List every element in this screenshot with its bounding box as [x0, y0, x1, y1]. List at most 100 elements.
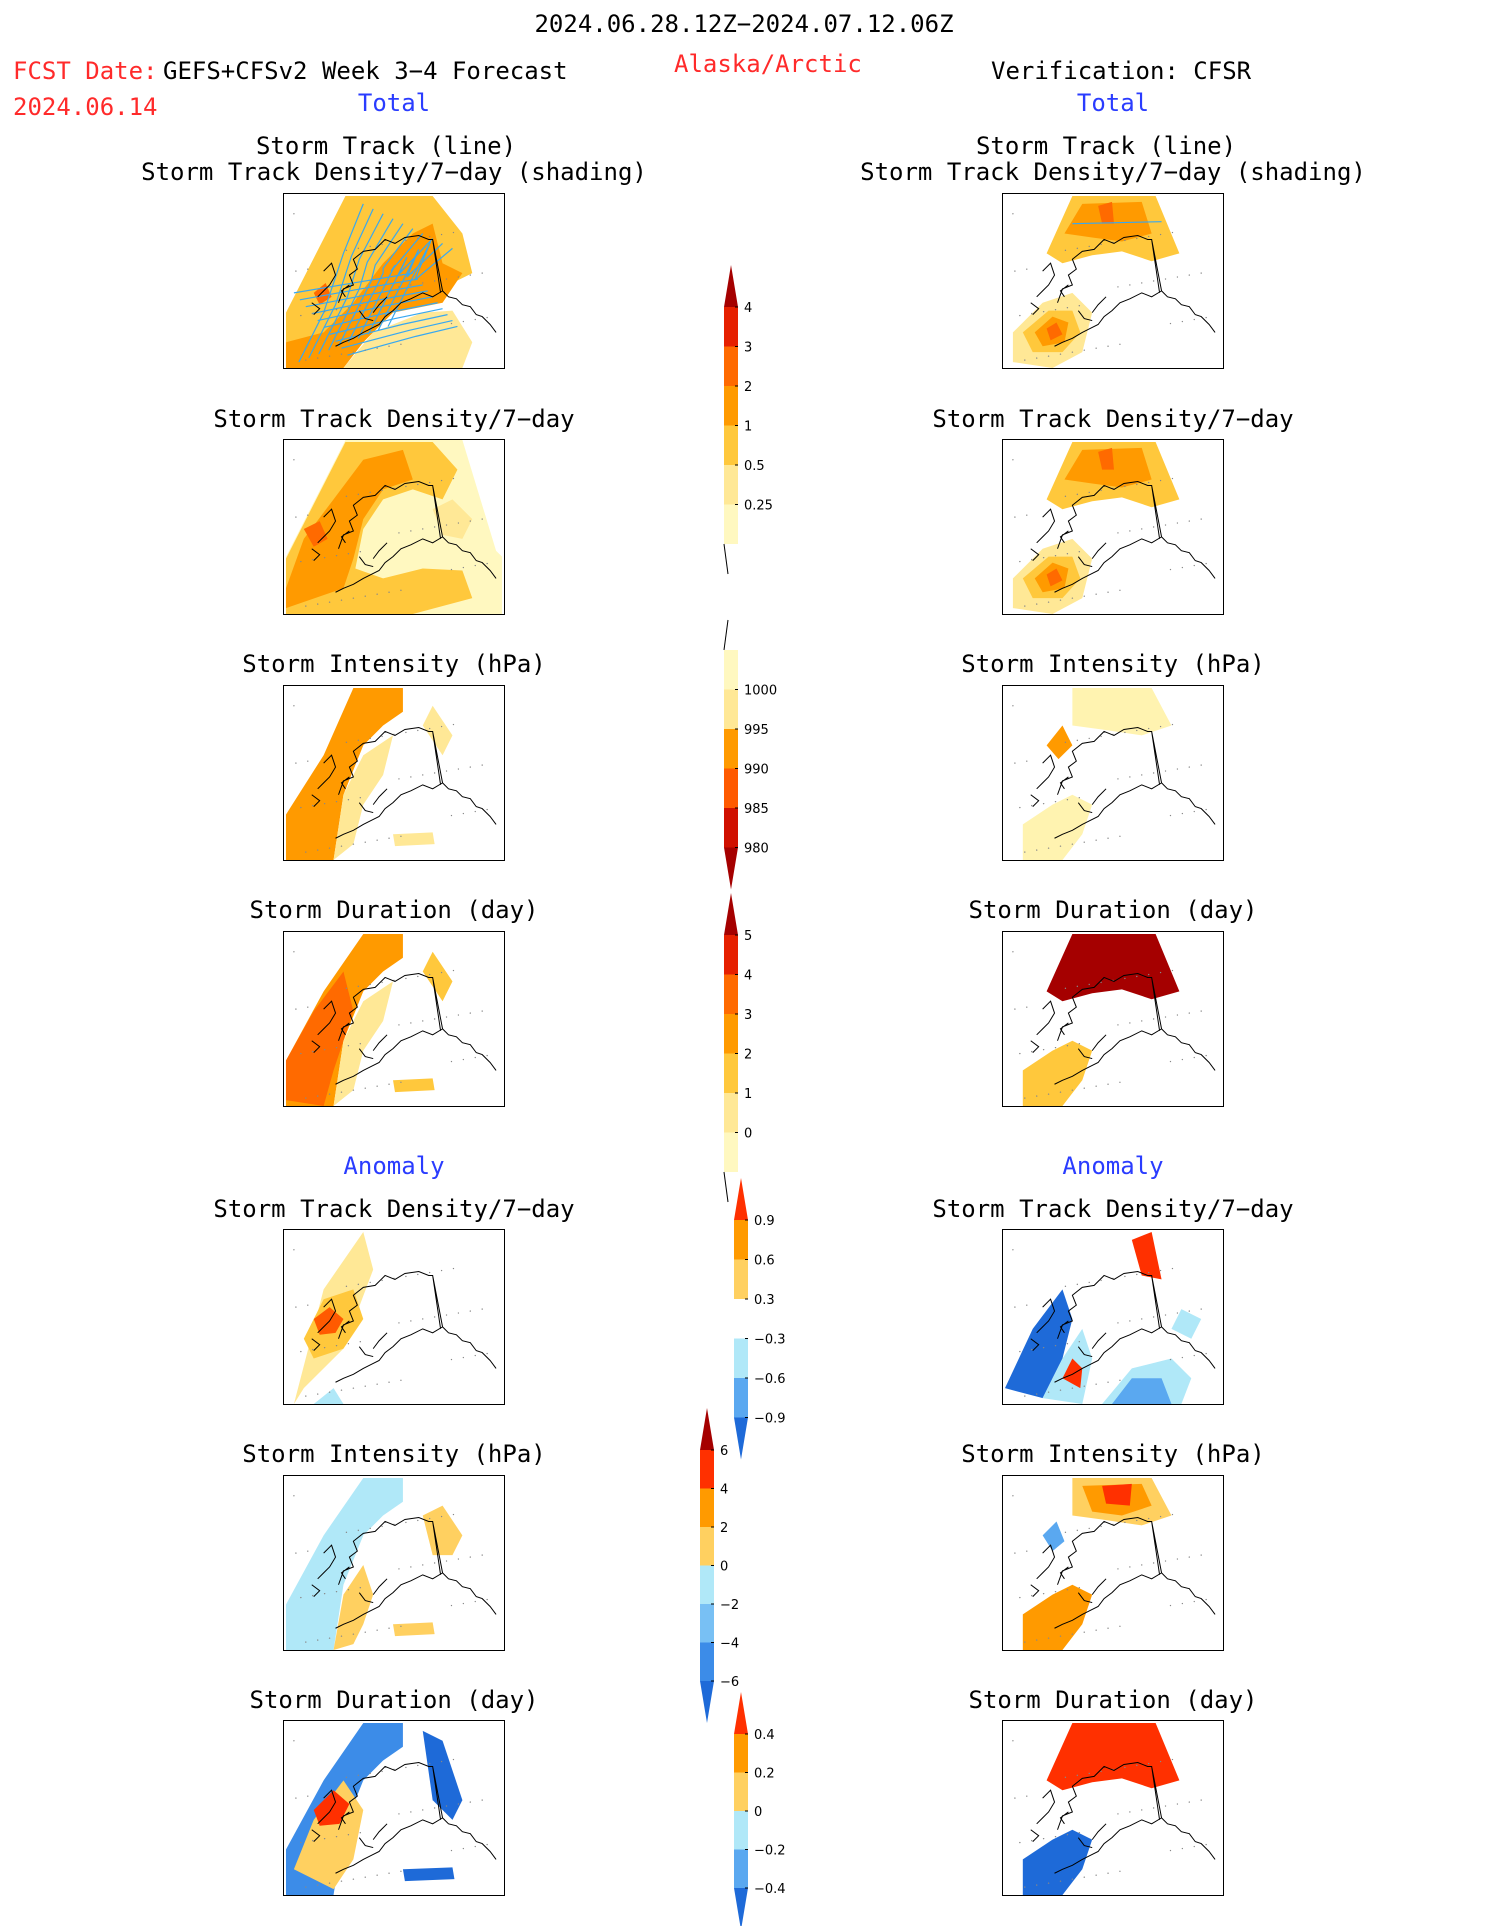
map-density-anom-forecast — [283, 1229, 505, 1405]
title-track-line-left: Storm Track (line) — [255, 132, 517, 160]
map-density-verification — [1002, 439, 1224, 615]
graticule-dots — [1012, 1495, 1207, 1643]
shading-region — [1046, 1722, 1180, 1791]
chukotka-coastline — [311, 508, 337, 561]
graticule-dots — [293, 1249, 488, 1397]
colorbar-tick-label: 990 — [744, 763, 769, 778]
shading-region — [432, 499, 473, 539]
shading-region — [422, 1505, 463, 1556]
colorbar-tick-label: −2 — [720, 1598, 739, 1613]
alaska-coastline — [1054, 481, 1216, 593]
colorbar-arrow-bottom — [734, 1417, 748, 1460]
graticule-dots — [293, 951, 488, 1099]
alaska-coastline — [1054, 235, 1216, 347]
colorbar-arrow-bottom — [700, 1681, 714, 1723]
shading-region — [333, 1564, 374, 1650]
colorbar-segment — [700, 1527, 714, 1566]
section-total-left: Total — [357, 89, 431, 117]
colorbar-tick-label: 3 — [744, 1008, 752, 1023]
colorbar-tick-label: 0.2 — [754, 1767, 775, 1782]
colorbar-tick-label: 0.9 — [754, 1214, 775, 1229]
title-duration-right: Storm Duration (day) — [968, 896, 1258, 924]
colorbar-tick-label: 0.5 — [744, 459, 765, 474]
colorbar-segment — [734, 1378, 748, 1418]
shading-region — [1098, 201, 1114, 224]
shading-region — [1022, 1829, 1093, 1895]
colorbar-tail — [723, 1171, 729, 1203]
storm-track-line — [1072, 221, 1162, 225]
colorbar-segment — [734, 1259, 748, 1299]
shading-region — [343, 310, 473, 368]
shading-region — [303, 521, 328, 547]
map-intensity-anom-forecast — [283, 1475, 505, 1651]
colorbar-segment — [724, 808, 738, 848]
colorbar-tick-label: 4 — [744, 969, 752, 984]
chukotka-coastline — [1030, 1298, 1056, 1351]
graticule-dots — [1012, 213, 1207, 361]
colorbar-tick-label: 0 — [744, 1127, 752, 1142]
alaska-coastline — [335, 235, 497, 347]
colorbar-tail — [723, 619, 729, 651]
colorbar-segment — [724, 504, 738, 544]
colorbar-arrow-bottom — [734, 1888, 748, 1926]
map-track-forecast — [283, 193, 505, 369]
colorbar-segment — [724, 307, 738, 347]
colorbar-tick-label: 1 — [744, 420, 752, 435]
shading-region — [1072, 1231, 1152, 1310]
colorbar-tick-label: 0 — [720, 1560, 728, 1575]
graticule-dots — [293, 213, 488, 361]
title-density-right: Storm Track Density/7−day — [932, 405, 1294, 433]
map-duration-verification — [1002, 931, 1224, 1107]
alaska-coastline — [335, 1517, 497, 1629]
colorbar-segment — [724, 425, 738, 465]
colorbar-tick-label: 2 — [720, 1521, 728, 1536]
colorbar-segment — [724, 935, 738, 975]
graticule-dots — [1012, 705, 1207, 853]
shading-region — [1046, 322, 1063, 341]
colorbar-segment — [734, 1299, 748, 1339]
colorbar-tick-label: 980 — [744, 842, 769, 857]
colorbar-density-anomaly: 0.9 0.6 0.3 −0.3 −0.6 −0.9 — [734, 1178, 794, 1460]
shading-region — [285, 1477, 403, 1650]
shading-region — [393, 1078, 435, 1093]
colorbar-arrow-top — [724, 893, 738, 935]
colorbar-segment — [724, 1093, 738, 1133]
colorbar-tick-label: 1 — [744, 1087, 752, 1102]
colorbar-arrow-bottom — [724, 847, 738, 890]
colorbar-segment — [734, 1849, 748, 1888]
chukotka-coastline — [311, 1000, 337, 1053]
colorbar-tick-label: −0.9 — [754, 1412, 786, 1427]
shading-region — [285, 687, 403, 860]
shading-region — [313, 1388, 344, 1404]
colorbar-tick-label: 0.4 — [754, 1728, 775, 1743]
region-label: Alaska/Arctic — [674, 50, 862, 78]
colorbar-arrow-top — [724, 265, 738, 307]
alaska-coastline — [335, 973, 497, 1085]
shading-region — [422, 951, 453, 1002]
colorbar-arrow-top — [734, 1692, 748, 1734]
colorbar-segment — [724, 974, 738, 1014]
colorbar-duration-anomaly: 0.4 0.2 0 −0.2 −0.4 — [734, 1692, 794, 1926]
chukotka-coastline — [1030, 754, 1056, 807]
colorbar-segment — [700, 1565, 714, 1604]
colorbar-segment — [724, 386, 738, 426]
colorbar-tick-label: 4 — [744, 301, 752, 316]
map-duration-anom-verification — [1002, 1720, 1224, 1896]
colorbar-tick-label: 0.3 — [754, 1293, 775, 1308]
shading-region — [333, 735, 394, 860]
colorbar-tick-label: 5 — [744, 929, 752, 944]
title-intensity-anom-right: Storm Intensity (hPa) — [961, 1440, 1265, 1468]
section-total-right: Total — [1076, 89, 1150, 117]
title-duration-left: Storm Duration (day) — [249, 896, 539, 924]
colorbar-segment — [724, 1132, 738, 1172]
shading-region — [1062, 1358, 1083, 1389]
shading-region — [333, 981, 394, 1106]
shading-region — [1046, 568, 1063, 587]
colorbar-duration-total: 5 4 3 2 1 0 — [723, 893, 784, 1203]
graticule-dots — [293, 459, 488, 607]
colorbar-segment — [734, 1220, 748, 1260]
shading-region — [1022, 1584, 1093, 1650]
chukotka-coastline — [1030, 262, 1056, 315]
chukotka-coastline — [311, 1544, 337, 1597]
chukotka-coastline — [311, 1789, 337, 1842]
